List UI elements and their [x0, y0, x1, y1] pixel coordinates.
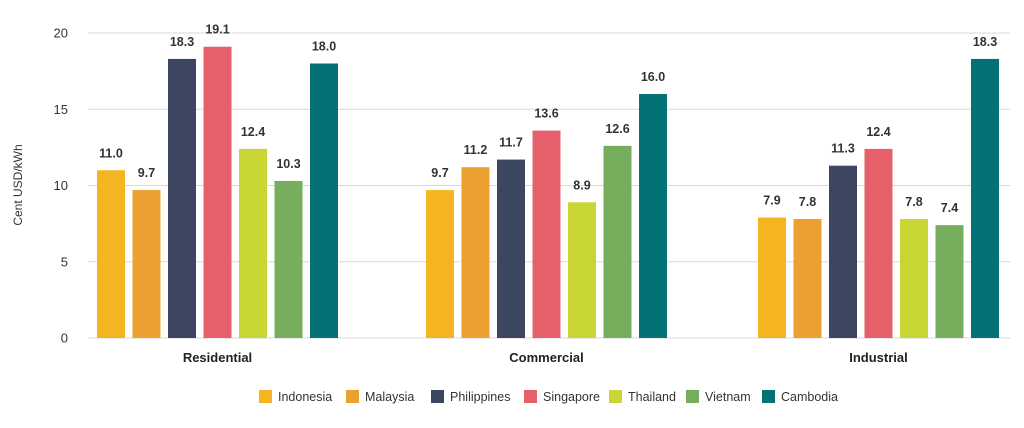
- category-label: Industrial: [849, 350, 908, 365]
- bar: [203, 46, 232, 338]
- bar: [793, 219, 822, 338]
- bar: [829, 165, 857, 338]
- bar: [864, 148, 893, 338]
- bar: [132, 190, 161, 338]
- bar: [603, 145, 632, 338]
- bar: [168, 58, 196, 339]
- bar: [310, 63, 338, 338]
- data-label: 19.1: [205, 23, 229, 37]
- bar: [568, 202, 596, 338]
- data-label: 18.3: [973, 35, 997, 49]
- bars: [97, 46, 999, 339]
- y-tick-label: 10: [54, 178, 68, 193]
- data-label: 7.4: [941, 201, 958, 215]
- data-label: 8.9: [573, 178, 590, 192]
- legend-label: Philippines: [450, 390, 510, 404]
- legend-swatch: [762, 390, 775, 403]
- y-axis-label: Cent USD/kWh: [11, 144, 25, 225]
- legend: Indonesia Malaysia Philippines Singapore Tha…: [259, 390, 838, 404]
- category-label: Commercial: [509, 350, 583, 365]
- data-label: 9.7: [431, 166, 448, 180]
- bar: [239, 148, 267, 338]
- legend-label: Malaysia: [365, 390, 414, 404]
- bar: [532, 130, 561, 338]
- legend-label: Cambodia: [781, 390, 838, 404]
- legend-label: Indonesia: [278, 390, 332, 404]
- data-label: 12.6: [605, 122, 629, 136]
- legend-label: Vietnam: [705, 390, 751, 404]
- bar: [497, 159, 525, 338]
- legend-label: Thailand: [628, 390, 676, 404]
- legend-swatch: [259, 390, 272, 403]
- legend-swatch: [524, 390, 537, 403]
- y-tick-label: 5: [61, 254, 68, 269]
- data-labels: 11.0 9.7 18.3 19.1 12.4 10.3 18.0 9.7 11.2 11.7 13…: [99, 23, 997, 215]
- y-tick-label: 15: [54, 102, 68, 117]
- category-label: Residential: [183, 350, 252, 365]
- data-label: 11.3: [831, 142, 855, 156]
- bar: [274, 180, 303, 338]
- data-label: 7.8: [905, 195, 922, 209]
- bar: [935, 225, 964, 338]
- legend-swatch: [609, 390, 622, 403]
- bar: [426, 190, 454, 338]
- y-axis-ticks: 0 5 10 15 20: [54, 26, 68, 346]
- data-label: 9.7: [138, 166, 155, 180]
- bar: [900, 219, 928, 338]
- data-label: 11.2: [464, 143, 488, 157]
- data-label: 12.4: [241, 125, 265, 139]
- bar: [97, 170, 125, 338]
- legend-label: Singapore: [543, 390, 600, 404]
- data-label: 16.0: [641, 70, 665, 84]
- legend-swatch: [431, 390, 444, 403]
- y-tick-label: 0: [61, 331, 68, 346]
- legend-swatch: [686, 390, 699, 403]
- data-label: 7.9: [763, 194, 780, 208]
- data-label: 12.4: [866, 125, 890, 139]
- data-label: 7.8: [799, 195, 816, 209]
- data-label: 13.6: [534, 107, 558, 121]
- bar: [639, 94, 667, 338]
- bar: [758, 217, 786, 338]
- category-labels: Residential Commercial Industrial: [183, 350, 908, 365]
- bar: [971, 58, 999, 339]
- y-tick-label: 20: [54, 26, 68, 41]
- legend-swatch: [346, 390, 359, 403]
- data-label: 10.3: [276, 157, 300, 171]
- data-label: 18.3: [170, 35, 194, 49]
- data-label: 18.0: [312, 40, 336, 54]
- bar: [461, 167, 490, 338]
- data-label: 11.7: [499, 136, 523, 150]
- data-label: 11.0: [99, 146, 123, 160]
